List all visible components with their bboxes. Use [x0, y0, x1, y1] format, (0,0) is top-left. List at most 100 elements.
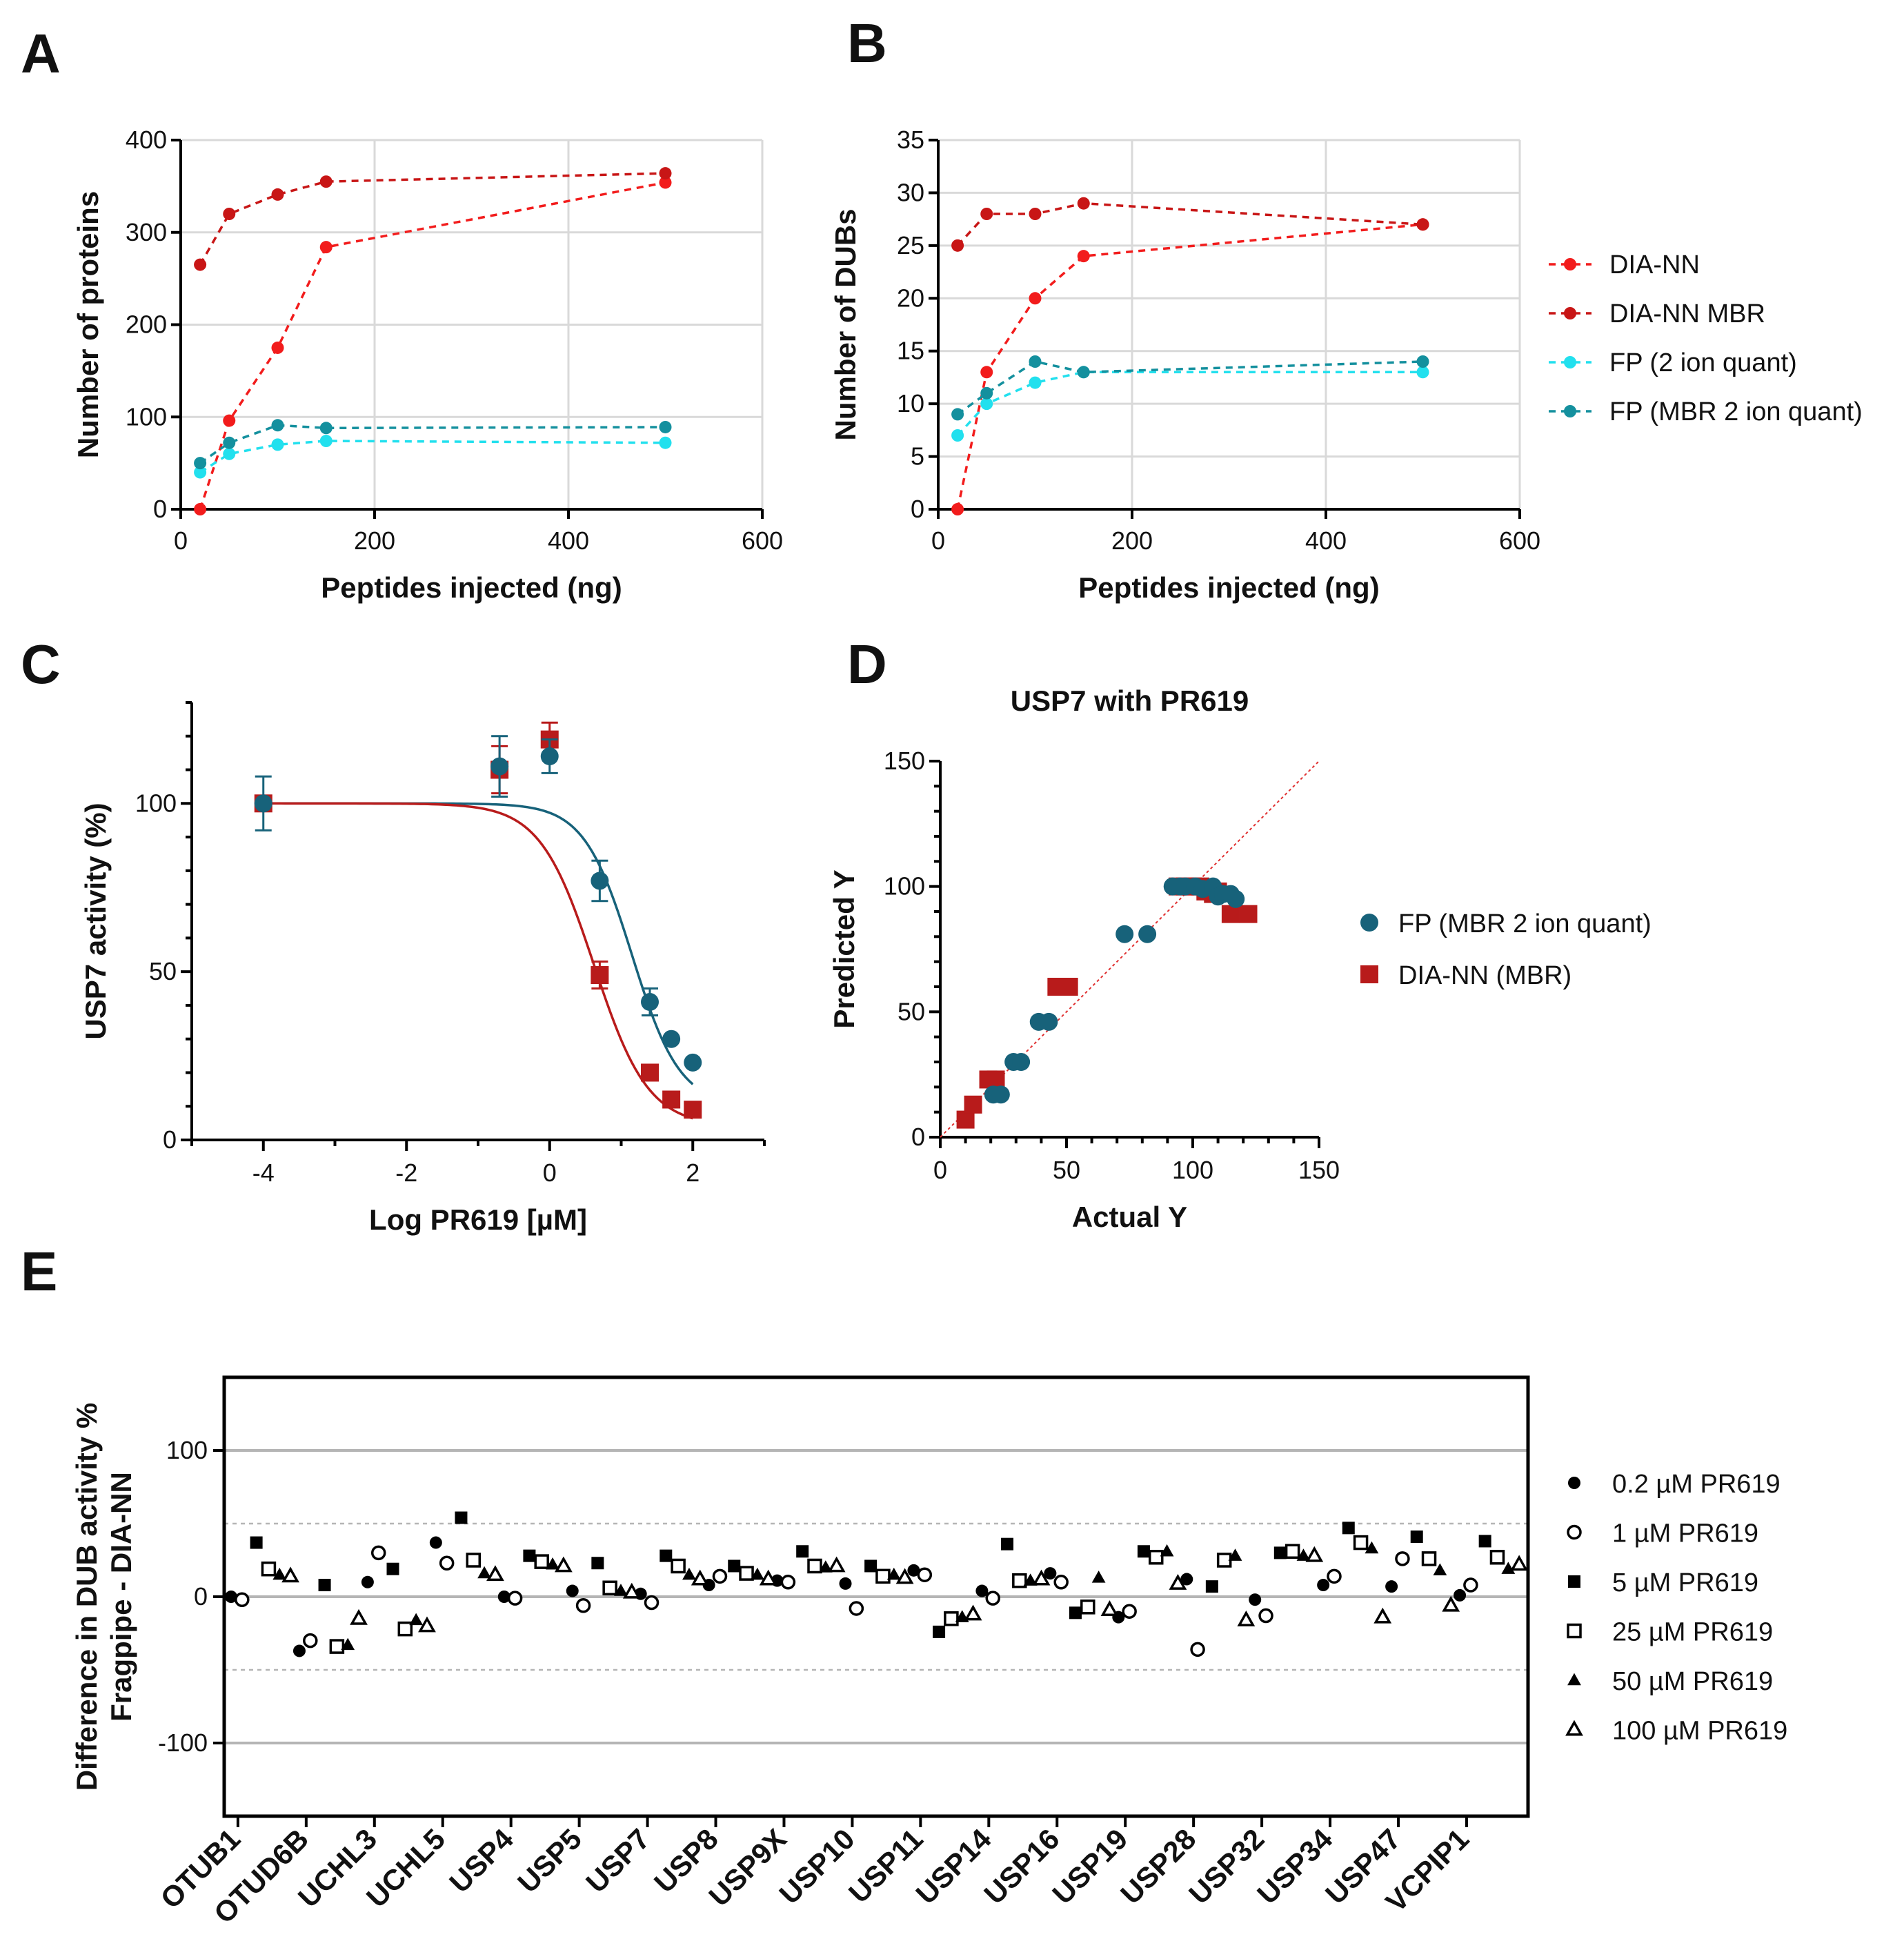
data-point-dia-nn-mbr: [1416, 218, 1429, 231]
data-point-100-m-pr619: [350, 1608, 368, 1625]
y-tick-label: 0: [163, 1125, 177, 1154]
data-point-25-m-pr619: [534, 1554, 549, 1569]
panel-label-e: E: [21, 1241, 57, 1302]
data-point-fp-2-ion-quant: [659, 436, 672, 449]
data-point-50-m-pr619: [750, 1567, 764, 1580]
legend-label-fp-2-ion-quant: FP (2 ion quant): [1609, 348, 1797, 377]
legend-marker-fp-2-ion-quant: [1564, 356, 1576, 368]
data-point-dia-nn-mbr: [659, 167, 672, 180]
data-point-fp-mbr-2-ion-quant: [1115, 925, 1134, 943]
fit-curve-dia-nn-mbr: [263, 802, 693, 1120]
chart-c: -4 -2 0 2 0 50 100 Log PR619 [µM] USP7 activity …: [79, 701, 766, 1236]
data-point-5-m-pr619: [1205, 1580, 1218, 1593]
data-point-dia-nn-mbr: [980, 208, 993, 220]
data-point-dia-nn: [319, 241, 333, 254]
data-point-fp-mbr-2-ion-quant: [591, 872, 609, 890]
data-point-100-m-pr619: [1100, 1600, 1119, 1617]
y-tick-label: 15: [897, 337, 924, 365]
data-point-100-m-pr619: [964, 1604, 982, 1621]
y-tick-label: 0: [153, 495, 167, 523]
y-tick-label: 0: [911, 495, 924, 523]
data-point-100-m-pr619: [895, 1568, 914, 1584]
x-tick-label: 0: [933, 1156, 947, 1184]
data-point-1-m-pr619: [780, 1575, 796, 1590]
data-point-fp-mbr-2-ion-quant: [490, 757, 509, 776]
data-point-50-m-pr619: [1296, 1548, 1311, 1561]
legend-marker-1-m-pr619: [1567, 1524, 1582, 1540]
data-point-1-m-pr619: [1258, 1608, 1273, 1624]
data-point-0-2-m-pr619: [1317, 1579, 1330, 1592]
data-point-5-m-pr619: [933, 1625, 946, 1638]
category-label-usp34: USP34: [1251, 1822, 1339, 1911]
x-tick-label: 2: [686, 1159, 700, 1187]
data-point-100-m-pr619: [1237, 1611, 1256, 1626]
data-point-50-m-pr619: [546, 1557, 559, 1570]
data-point-5-m-pr619: [864, 1559, 877, 1573]
data-point-dia-nn-mbr: [194, 258, 207, 271]
category-label-usp7: USP7: [579, 1822, 656, 1899]
y-tick-label: -100: [158, 1729, 208, 1757]
data-point-fp-mbr-2-ion-quant: [1077, 366, 1090, 379]
category-label-usp4: USP4: [443, 1822, 519, 1899]
data-point-100-m-pr619: [554, 1556, 573, 1573]
legend-marker-5-m-pr619: [1568, 1575, 1580, 1588]
data-point-dia-nn-mbr: [986, 1070, 1005, 1089]
y-tick-label: 50: [898, 997, 925, 1025]
legend-label-fp-mbr-2-ion-quant: FP (MBR 2 ion quant): [1609, 397, 1863, 426]
category-label-usp9x: USP9X: [702, 1822, 793, 1913]
series-line-fp-2-ion-quant: [199, 440, 666, 473]
data-point-25-m-pr619: [329, 1639, 345, 1654]
data-point-25-m-pr619: [671, 1558, 686, 1574]
data-point-fp-2-ion-quant: [1416, 366, 1429, 379]
data-point-5-m-pr619: [523, 1549, 536, 1562]
data-point-100-m-pr619: [486, 1565, 504, 1582]
y-tick-label: 35: [897, 126, 924, 154]
data-point-0-2-m-pr619: [839, 1577, 852, 1590]
fit-curve-fp-mbr-2-ion-quant: [263, 802, 694, 1085]
data-point-1-m-pr619: [507, 1591, 523, 1606]
data-point-dia-nn-mbr: [591, 966, 609, 985]
data-point-fp-mbr-2-ion-quant: [540, 747, 559, 766]
y-axis-label: Number of proteins: [72, 191, 104, 458]
series-line-fp-mbr-2-ion-quant: [199, 424, 666, 464]
y-axis-label-line2: Fragpipe - DIA-NN: [105, 1472, 137, 1722]
data-point-25-m-pr619: [1285, 1544, 1300, 1559]
legend-label-fp-mbr-2-ion-quant: FP (MBR 2 ion quant): [1398, 909, 1652, 938]
x-axis-label: Peptides injected (ng): [1078, 571, 1379, 604]
data-point-50-m-pr619: [818, 1560, 833, 1573]
x-tick-label: -4: [252, 1159, 275, 1187]
data-point-dia-nn: [1077, 250, 1090, 263]
panel-label-d: D: [847, 633, 887, 695]
data-point-dia-nn-mbr: [1221, 905, 1240, 923]
data-point-50-m-pr619: [614, 1584, 628, 1596]
data-point-dia-nn-mbr: [271, 188, 284, 201]
x-tick-label: 400: [548, 526, 589, 555]
x-tick-label: 150: [1298, 1156, 1340, 1184]
y-tick-label: 20: [897, 284, 924, 312]
x-tick-label: 0: [543, 1159, 557, 1187]
chart-d: USP7 with PR619 0 50 100 150 0 50 100 150 Actual …: [828, 685, 1652, 1233]
data-point-fp-2-ion-quant: [194, 466, 207, 479]
data-point-fp-mbr-2-ion-quant: [1138, 925, 1157, 943]
legend-label-100-m-pr619: 100 µM PR619: [1612, 1717, 1787, 1746]
data-point-dia-nn-mbr: [1060, 978, 1078, 996]
data-point-1-m-pr619: [917, 1567, 933, 1582]
data-point-25-m-pr619: [397, 1621, 413, 1637]
data-point-1-m-pr619: [370, 1545, 386, 1561]
data-point-50-m-pr619: [272, 1567, 287, 1580]
data-point-100-m-pr619: [827, 1556, 846, 1573]
y-axis-label: Number of DUBs: [829, 208, 862, 440]
data-point-5-m-pr619: [728, 1559, 741, 1573]
data-point-dia-nn: [271, 341, 284, 354]
data-point-dia-nn-mbr: [951, 239, 964, 252]
data-point-fp-mbr-2-ion-quant: [684, 1053, 702, 1072]
data-point-0-2-m-pr619: [975, 1584, 989, 1597]
data-point-0-2-m-pr619: [566, 1584, 579, 1597]
data-point-fp-mbr-2-ion-quant: [980, 386, 993, 400]
data-point-100-m-pr619: [1374, 1607, 1392, 1624]
data-point-5-m-pr619: [386, 1562, 399, 1575]
y-tick-label: 100: [166, 1436, 208, 1464]
data-point-100-m-pr619: [622, 1582, 641, 1599]
data-point-100-m-pr619: [1442, 1595, 1460, 1612]
x-tick-label: 400: [1305, 526, 1347, 555]
